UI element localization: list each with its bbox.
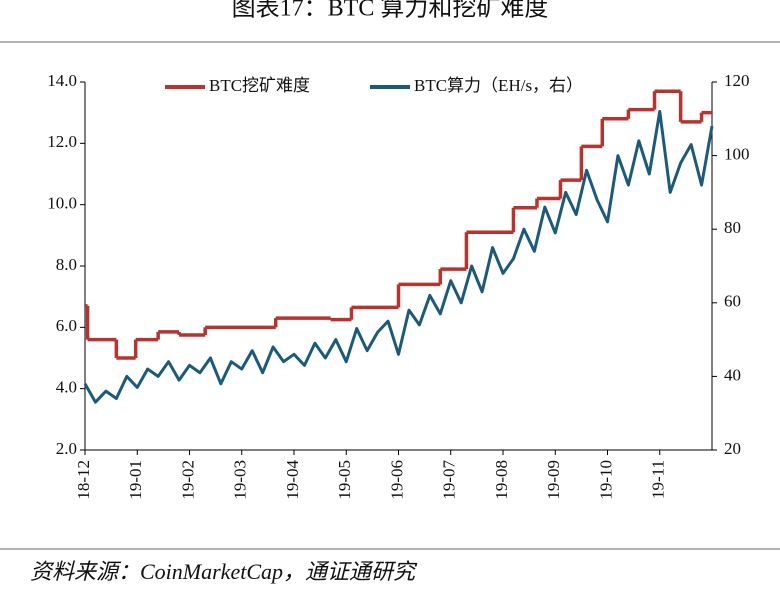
legend-label: BTC挖矿难度 xyxy=(209,76,310,95)
y-tick-label: 14.0 xyxy=(47,71,77,90)
y-tick-label: 10.0 xyxy=(47,194,77,213)
hashrate-line xyxy=(83,109,714,404)
x-tick-label: 19-09 xyxy=(544,460,563,500)
x-tick-label: 19-07 xyxy=(440,460,459,500)
y2-tick-label: 60 xyxy=(724,292,741,311)
source: 资料来源：CoinMarketCap，通证通研究 xyxy=(30,559,418,584)
y2-tick-label: 80 xyxy=(724,218,741,237)
x-tick-label: 19-06 xyxy=(387,460,406,500)
x-tick-label: 19-05 xyxy=(335,460,354,500)
y2-tick-label: 40 xyxy=(724,365,741,384)
y2-tick-label: 120 xyxy=(724,71,750,90)
y-tick-label: 8.0 xyxy=(56,255,77,274)
y-tick-label: 2.0 xyxy=(56,439,77,458)
x-tick-label: 19-02 xyxy=(178,460,197,500)
x-tick-label: 18-12 xyxy=(74,460,93,500)
y2-tick-label: 100 xyxy=(724,145,750,164)
chart-title: 图表17：BTC 算力和挖矿难度 xyxy=(232,0,549,22)
legend-label: BTC算力（EH/s，右） xyxy=(414,76,583,95)
x-tick-label: 19-10 xyxy=(596,460,615,500)
x-tick-label: 19-03 xyxy=(231,460,250,500)
x-tick-label: 19-11 xyxy=(649,460,668,499)
y2-tick-label: 20 xyxy=(724,439,741,458)
y-tick-label: 4.0 xyxy=(56,378,77,397)
y-tick-label: 6.0 xyxy=(56,316,77,335)
x-tick-label: 19-04 xyxy=(283,460,302,500)
y-tick-label: 12.0 xyxy=(47,132,77,151)
x-tick-label: 19-08 xyxy=(492,460,511,500)
x-tick-label: 19-01 xyxy=(126,460,145,500)
